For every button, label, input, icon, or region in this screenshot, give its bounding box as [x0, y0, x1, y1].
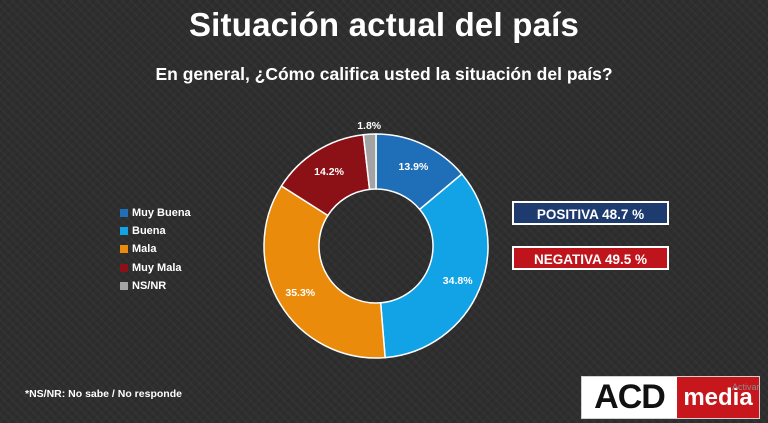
legend-swatch — [120, 245, 128, 254]
legend-swatch — [120, 227, 128, 236]
slice-value-label: 13.9% — [399, 161, 429, 173]
donut-slice-mala — [263, 184, 386, 359]
legend-label: Muy Buena — [132, 207, 191, 220]
chart-title: Situación actual del país — [188, 6, 580, 43]
slice-value-label: 14.2% — [314, 166, 344, 178]
negative-total-badge: NEGATIVA 49.5 % — [512, 246, 669, 270]
logo-acd-text: ACD — [582, 377, 677, 418]
legend-swatch — [120, 209, 128, 218]
legend-item-buena: Buena — [120, 222, 191, 240]
slice-value-label: 35.3% — [285, 287, 315, 299]
legend-item-muy-buena: Muy Buena — [120, 204, 191, 222]
logo-media-text: media — [677, 377, 759, 418]
activation-watermark: Activar — [732, 382, 760, 392]
legend-label: NS/NR — [132, 279, 167, 292]
donut-slice-buena — [379, 173, 489, 359]
legend-swatch — [120, 263, 128, 272]
legend-item-muy-mala: Muy Mala — [120, 259, 191, 277]
footnote: *NS/NR: No sabe / No responde — [25, 388, 182, 400]
donut-slice-labels: 13.9% 34.8% 35.3% 14.2% 1.8% — [285, 120, 473, 299]
legend-label: Mala — [132, 243, 157, 256]
chart-subtitle: En general, ¿Cómo califica usted la situ… — [155, 64, 613, 84]
legend-label: Muy Mala — [132, 261, 182, 274]
acd-media-logo: ACD media — [581, 376, 760, 419]
slice-value-label: 1.8% — [357, 120, 382, 132]
legend-label: Buena — [132, 225, 166, 238]
slice-value-label: 34.8% — [443, 275, 473, 287]
legend-item-nsnr: NS/NR — [120, 277, 191, 295]
donut-slices — [263, 133, 489, 359]
donut-slice-ns-nr — [362, 133, 377, 191]
chart-legend: Muy Buena Buena Mala Muy Mala NS/NR — [120, 204, 191, 295]
positive-total-badge: POSITIVA 48.7 % — [512, 201, 669, 225]
legend-item-mala: Mala — [120, 240, 191, 258]
legend-swatch — [120, 281, 128, 290]
